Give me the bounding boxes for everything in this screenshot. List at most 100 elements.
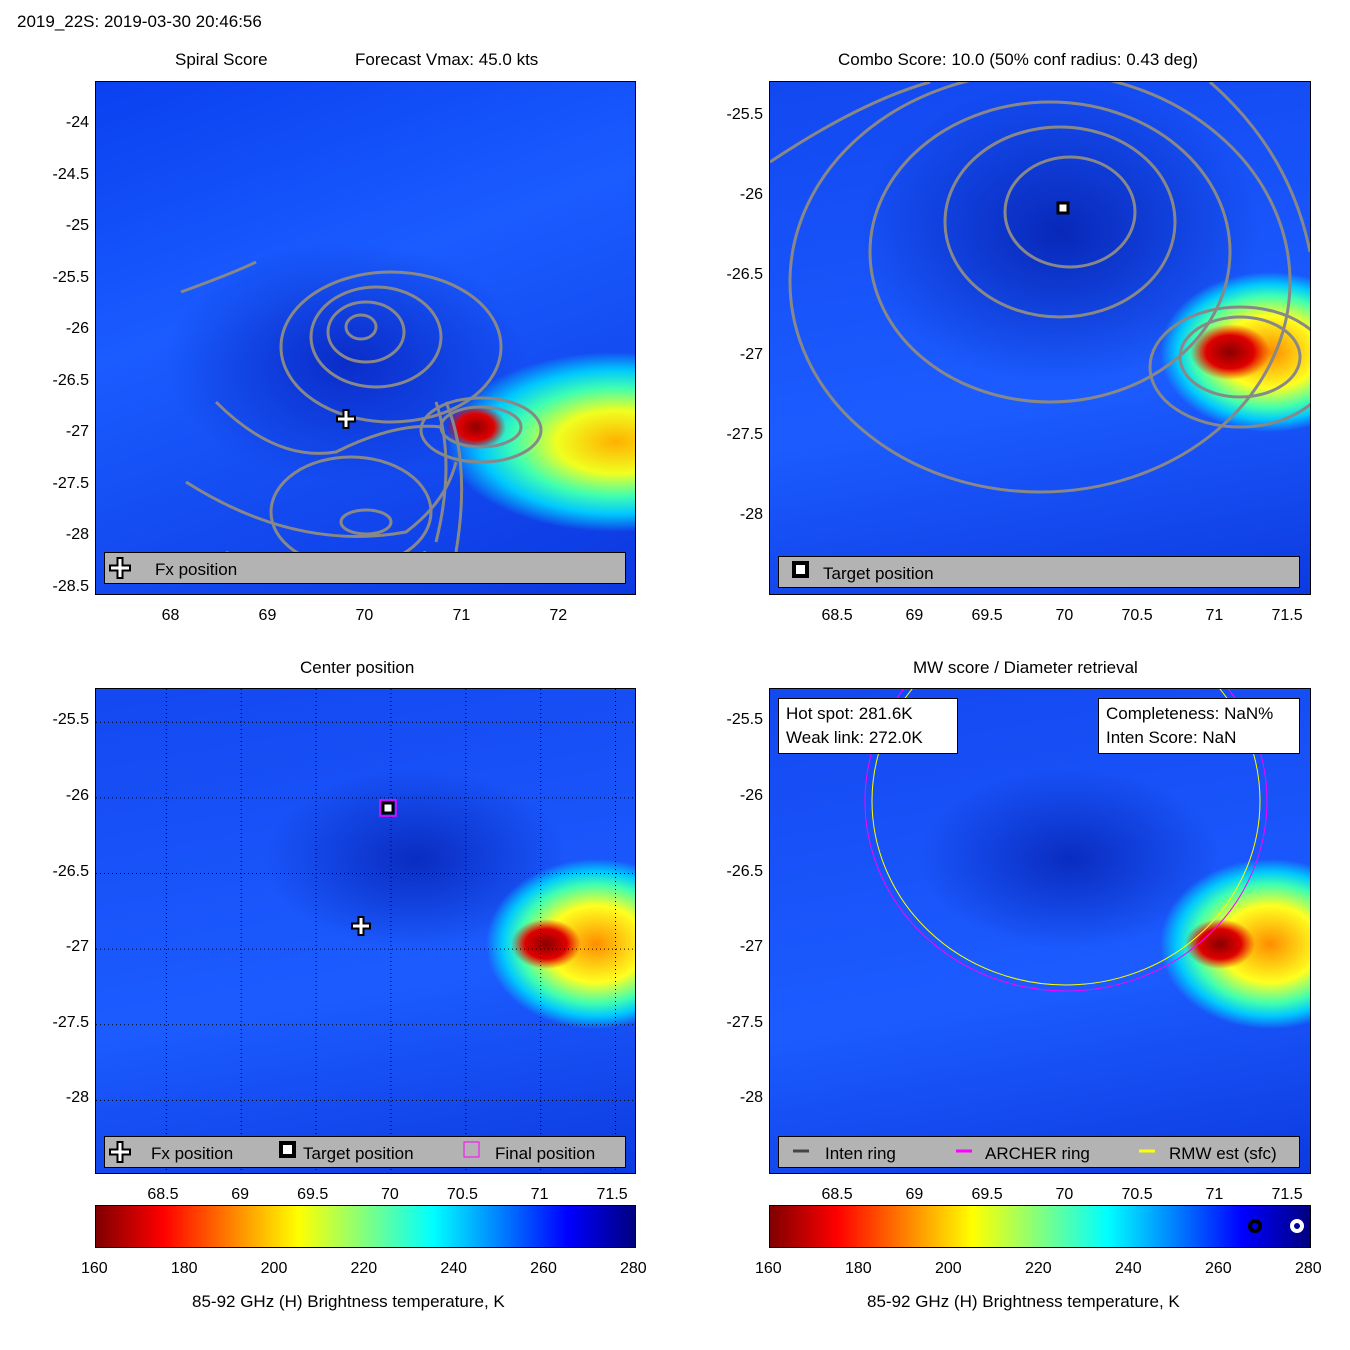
colorbar-tick-label: 200 [260, 1260, 288, 1277]
y-tick-label: -25.5 [52, 711, 89, 729]
x-tick-label: 69.5 [971, 607, 1003, 624]
panel-1-subtitle: Forecast Vmax: 45.0 kts [355, 50, 539, 69]
plus-icon [109, 557, 131, 579]
x-tick-label: 68.5 [821, 607, 853, 624]
panel-4-legend: Inten ring ARCHER ring RMW est (sfc) [778, 1136, 1300, 1168]
square-icon [792, 561, 809, 578]
legend-target-position: Target position [823, 564, 934, 583]
y-tick-label: -27 [739, 346, 763, 364]
y-tick-label: -26 [739, 786, 763, 804]
y-tick-label: -24 [65, 114, 89, 132]
legend-target-position: Target position [303, 1144, 414, 1163]
panel-3-legend: Fx position Target position Final positi… [104, 1136, 626, 1168]
y-tick-label: -27 [65, 938, 89, 956]
colorbar-left [95, 1205, 636, 1248]
y-tick-label: -26 [65, 320, 89, 338]
y-tick-label: -27.5 [726, 1013, 763, 1031]
colorbar-tick-label: 180 [170, 1260, 198, 1277]
plus-icon [109, 1141, 131, 1163]
rmw-ring [871, 689, 1261, 986]
colorbar-tick-label: 240 [440, 1260, 468, 1277]
gray-line-icon [793, 1149, 809, 1153]
colorbar-tick-label: 280 [1295, 1260, 1322, 1277]
center-position-plot: Fx position Target position Final positi… [95, 688, 636, 1174]
x-tick-label: 70 [1055, 607, 1074, 624]
colorbar-tick-label: 220 [350, 1260, 378, 1277]
legend-archer-ring: ARCHER ring [985, 1144, 1090, 1163]
y-tick-label: -25 [65, 217, 89, 235]
white-ring-icon [1290, 1219, 1304, 1233]
y-tick-label: -27.5 [52, 1013, 89, 1031]
x-tick-label: 70 [1055, 1186, 1074, 1203]
y-tick-label: -25.5 [726, 106, 763, 124]
y-tick-label: -26 [65, 786, 89, 804]
x-tick-label: 69 [258, 607, 277, 624]
hot-spot-text: Hot spot: 281.6K [786, 704, 913, 723]
combo-contours [770, 82, 1310, 494]
y-tick-label: -27 [65, 423, 89, 441]
archer-ring [864, 689, 1268, 992]
y-tick-label: -28 [65, 1089, 89, 1107]
fx-position-marker [351, 916, 371, 937]
x-tick-label: 71.5 [1271, 607, 1303, 624]
colorbar-tick-label: 260 [530, 1260, 557, 1277]
x-tick-label: 69 [905, 607, 924, 624]
colorbar-tick-label: 200 [935, 1260, 962, 1277]
x-tick-label: 68 [161, 607, 180, 624]
x-tick-label: 70 [355, 607, 374, 624]
y-tick-label: -27.5 [726, 426, 763, 444]
colorbar-right [769, 1205, 1311, 1248]
x-tick-label: 69 [905, 1186, 924, 1203]
colorbar-tick-label: 260 [1205, 1260, 1232, 1277]
x-tick-label: 71.5 [596, 1186, 628, 1203]
y-tick-label: -27 [739, 938, 763, 956]
panel-2-legend: Target position [778, 556, 1300, 588]
colorbar-tick-label: 240 [1115, 1260, 1142, 1277]
rings [864, 689, 1268, 992]
x-tick-label: 71 [1205, 607, 1224, 624]
legend-fx-position: Fx position [151, 1144, 234, 1163]
colorbar-markers [1248, 1219, 1304, 1233]
y-tick-label: -27.5 [52, 474, 89, 492]
y-tick-label: -24.5 [52, 165, 89, 183]
y-tick-label: -28 [739, 506, 763, 524]
colorbar-left-label: 85-92 GHz (H) Brightness temperature, K [192, 1292, 505, 1311]
inten-score-text: Inten Score: NaN [1106, 728, 1237, 747]
y-tick-label: -26.5 [726, 266, 763, 284]
panel-1-title: Spiral Score [175, 50, 268, 69]
y-tick-label: -28 [739, 1089, 763, 1107]
x-tick-label: 71 [452, 607, 471, 624]
x-tick-label: 70.5 [446, 1186, 478, 1203]
legend-rmw-est: RMW est (sfc) [1169, 1144, 1277, 1163]
y-tick-label: -25.5 [52, 268, 89, 286]
spiral-contours [180, 260, 543, 579]
x-tick-label: 71 [530, 1186, 549, 1203]
colorbar-tick-label: 180 [845, 1260, 872, 1277]
x-tick-label: 69.5 [971, 1186, 1003, 1203]
panel-1-legend: Fx position [104, 552, 626, 584]
colorbar-tick-label: 220 [1025, 1260, 1052, 1277]
legend-fx-position: Fx position [155, 560, 238, 579]
black-ring-icon [1248, 1219, 1262, 1233]
magenta-line-icon [956, 1149, 972, 1153]
spiral-score-plot: Fx position [95, 81, 636, 595]
y-tick-label: -26 [739, 186, 763, 204]
x-tick-label: 70 [380, 1186, 399, 1203]
x-tick-label: 71 [1205, 1186, 1224, 1203]
colorbar-tick-label: 160 [755, 1260, 782, 1277]
completeness-text: Completeness: NaN% [1106, 704, 1274, 723]
y-tick-label: -26.5 [52, 862, 89, 880]
mw-score-plot: Hot spot: 281.6K Weak link: 272.0K Compl… [769, 688, 1311, 1174]
x-tick-label: 68.5 [821, 1186, 853, 1203]
yellow-line-icon [1139, 1149, 1155, 1153]
grid-lines [96, 689, 635, 1173]
legend-final-position: Final position [495, 1144, 596, 1163]
target-position-marker [1056, 201, 1069, 215]
square-icon [279, 1141, 296, 1158]
x-tick-label: 70.5 [1121, 607, 1153, 624]
x-tick-label: 70.5 [1121, 1186, 1153, 1203]
figure-title: 2019_22S: 2019-03-30 20:46:56 [17, 12, 262, 31]
x-tick-label: 72 [549, 607, 568, 624]
y-tick-label: -28.5 [52, 577, 89, 595]
